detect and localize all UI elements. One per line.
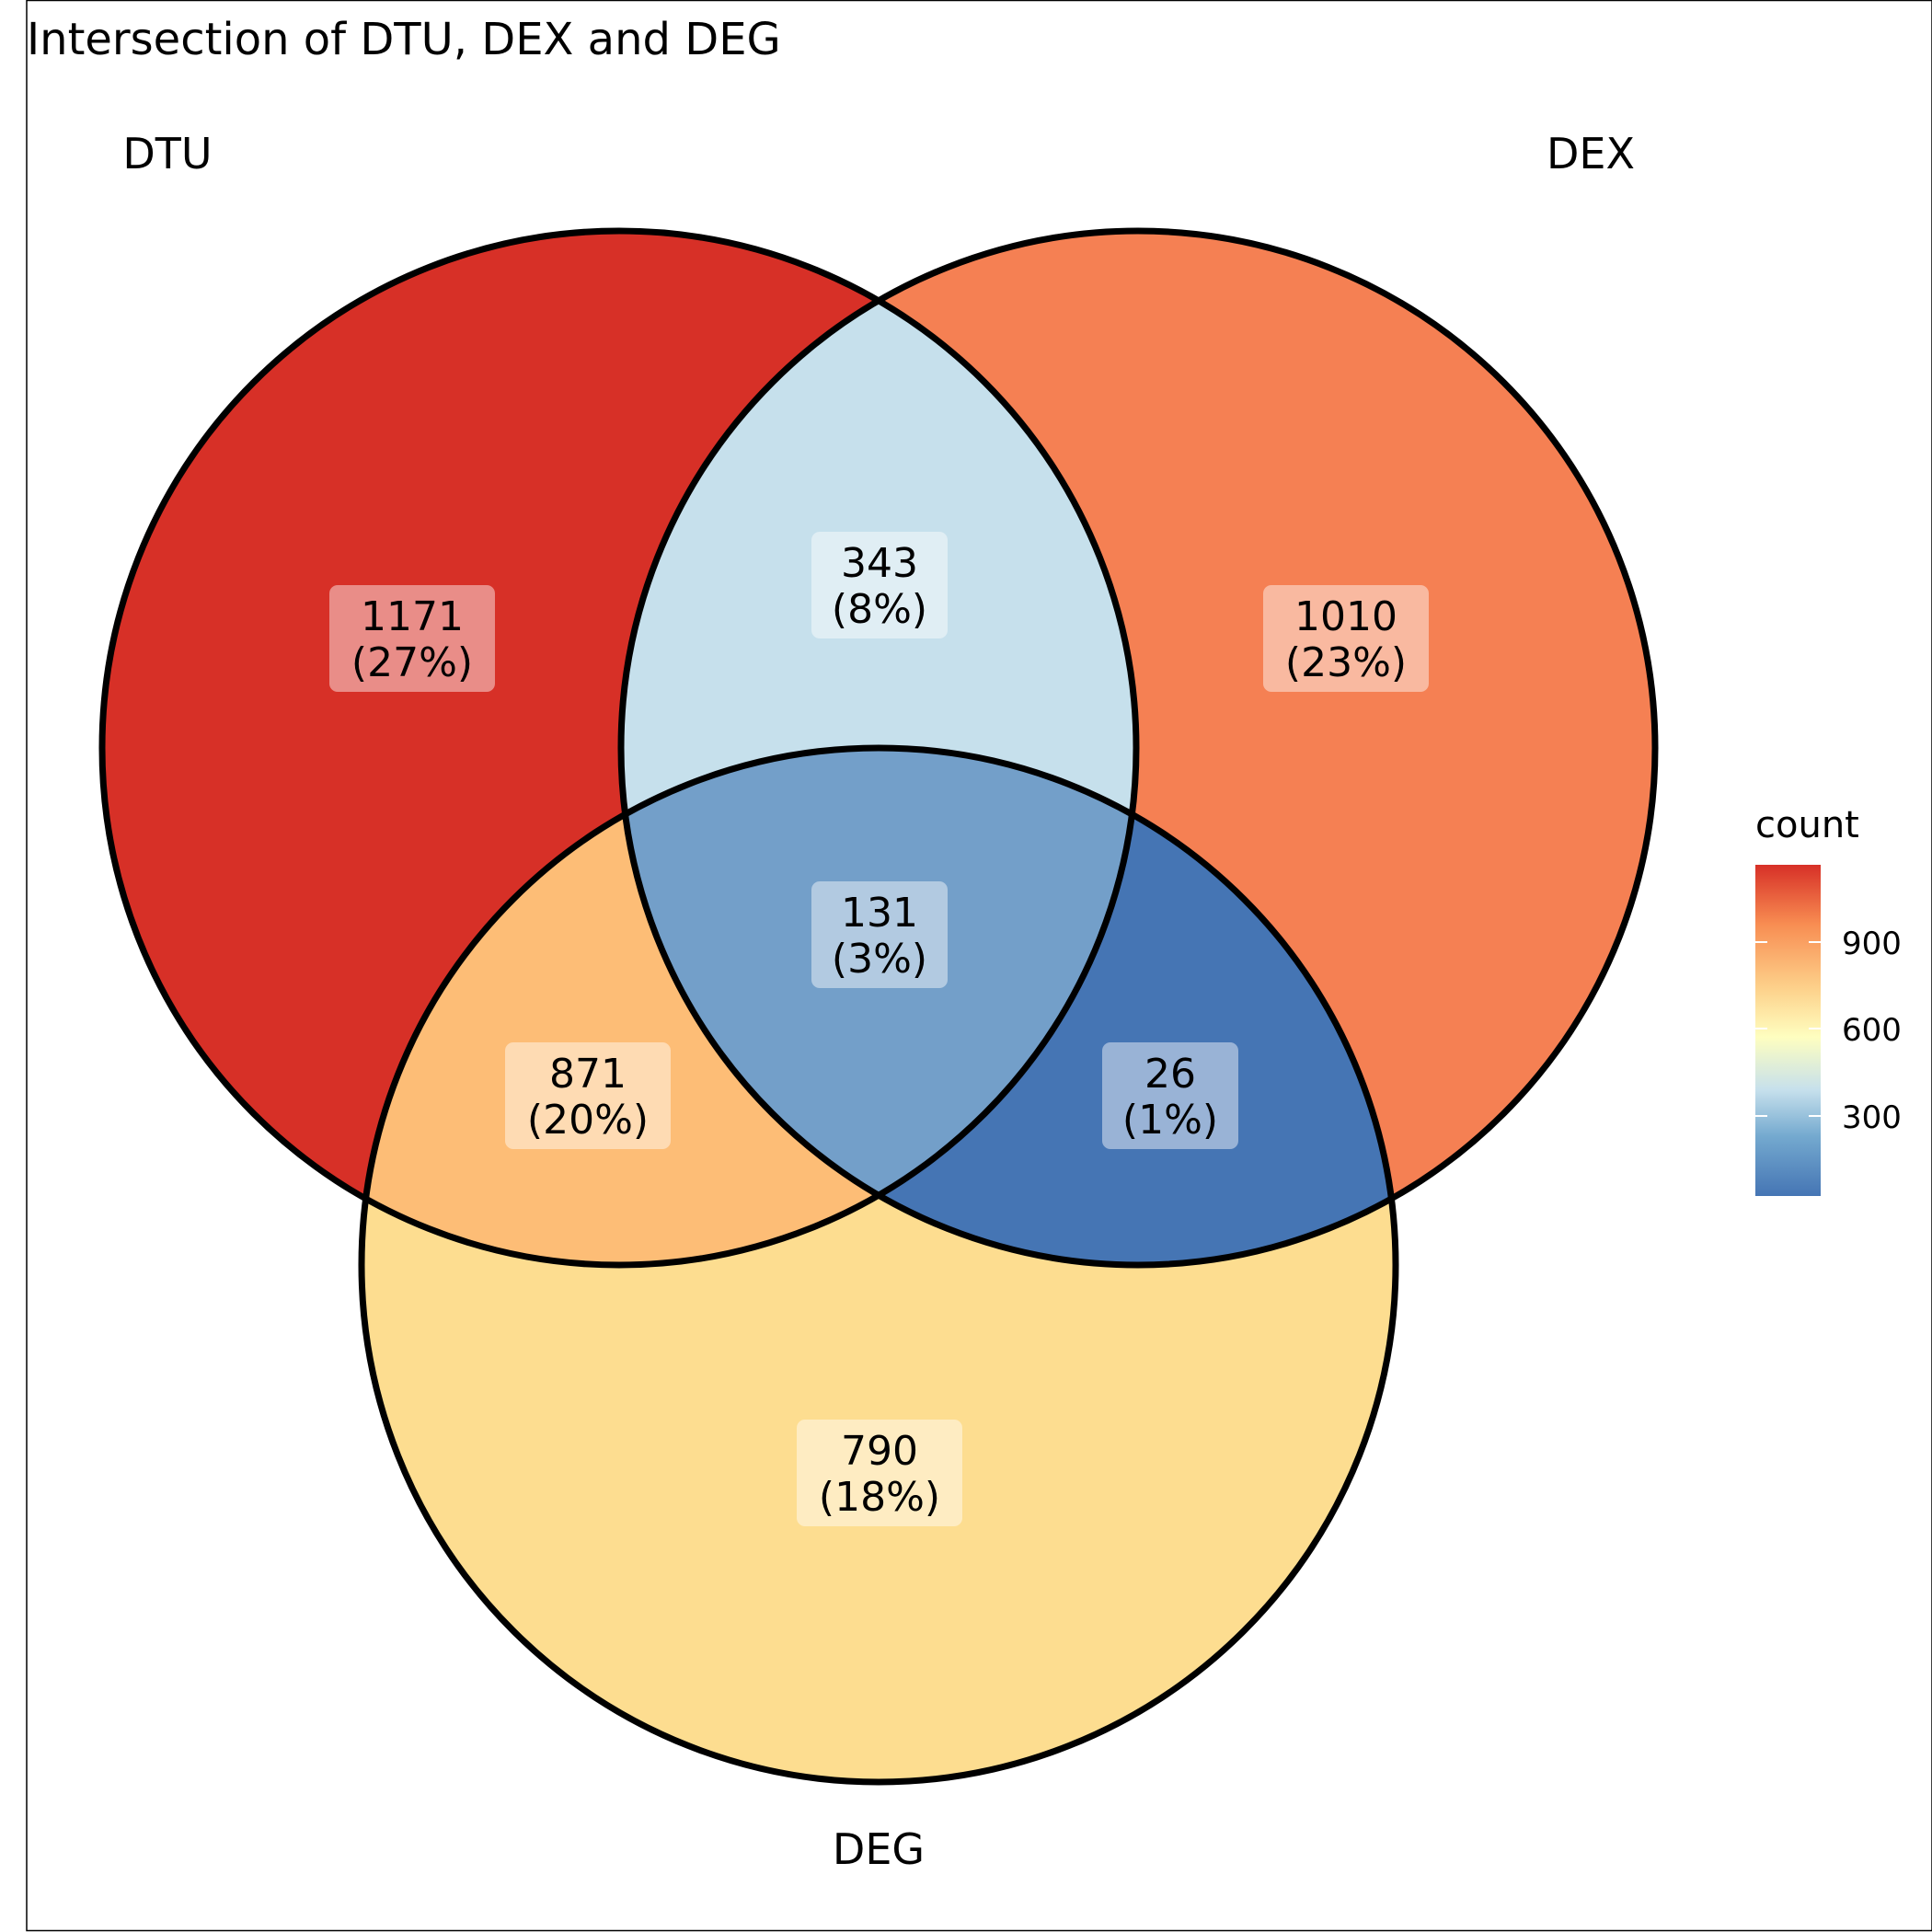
label-dtu-deg: 871 (20%) <box>505 1042 671 1149</box>
label-box <box>811 532 948 638</box>
plot-frame <box>26 0 1932 1932</box>
color-legend: count 900 600 300 <box>1755 804 1902 1196</box>
dtu-only-percent: (27%) <box>351 639 473 686</box>
venn-regions <box>102 231 1655 1782</box>
label-dtu-only: 1171 (27%) <box>329 585 495 692</box>
set-label-deg: DEG <box>833 1824 925 1874</box>
dex-deg-percent: (1%) <box>1122 1097 1218 1144</box>
label-box <box>811 881 948 988</box>
legend-tick-label: 300 <box>1842 1099 1902 1136</box>
set-label-dex: DEX <box>1547 129 1635 178</box>
legend-colorbar <box>1755 865 1821 1196</box>
legend-title: count <box>1755 804 1859 846</box>
region-dtu-deg <box>362 748 1136 1265</box>
region-dex-deg <box>621 748 1396 1265</box>
deg-only-count: 790 <box>841 1428 918 1475</box>
dtu-deg-count: 871 <box>549 1051 627 1098</box>
legend-tick-label: 600 <box>1842 1012 1902 1049</box>
label-deg-only: 790 (18%) <box>797 1420 962 1526</box>
all-three-count: 131 <box>841 890 918 937</box>
label-all-three: 131 (3%) <box>811 881 948 988</box>
label-dex-only: 1010 (23%) <box>1263 585 1429 692</box>
label-dtu-dex: 343 (8%) <box>811 532 948 638</box>
dtu-only-count: 1171 <box>361 593 464 640</box>
all-three-percent: (3%) <box>832 936 927 983</box>
dex-deg-count: 26 <box>1144 1051 1196 1098</box>
label-box <box>505 1042 671 1149</box>
venn-outlines <box>98 227 1659 1786</box>
label-box <box>797 1420 962 1526</box>
dex-only-count: 1010 <box>1294 593 1397 640</box>
label-box <box>1263 585 1429 692</box>
legend-tick-label: 900 <box>1842 926 1902 962</box>
label-box <box>329 585 495 692</box>
dtu-dex-percent: (8%) <box>832 586 927 633</box>
legend-tick-marks <box>1755 941 1821 1117</box>
dtu-dex-count: 343 <box>841 540 918 587</box>
deg-only-percent: (18%) <box>819 1474 940 1521</box>
label-dex-deg: 26 (1%) <box>1102 1042 1238 1149</box>
dtu-circle-outline <box>98 227 1140 1269</box>
dtu-deg-percent: (20%) <box>527 1097 649 1144</box>
set-label-dtu: DTU <box>122 129 212 178</box>
region-labels: 1171 (27%) 343 (8%) 1010 (23%) 131 (3%) … <box>329 532 1429 1526</box>
deg-circle-outline <box>358 744 1399 1786</box>
label-box <box>1102 1042 1238 1149</box>
plot-title: Intersection of DTU, DEX and DEG <box>27 14 781 65</box>
dex-circle-outline <box>617 227 1659 1269</box>
dex-only-percent: (23%) <box>1285 639 1407 686</box>
